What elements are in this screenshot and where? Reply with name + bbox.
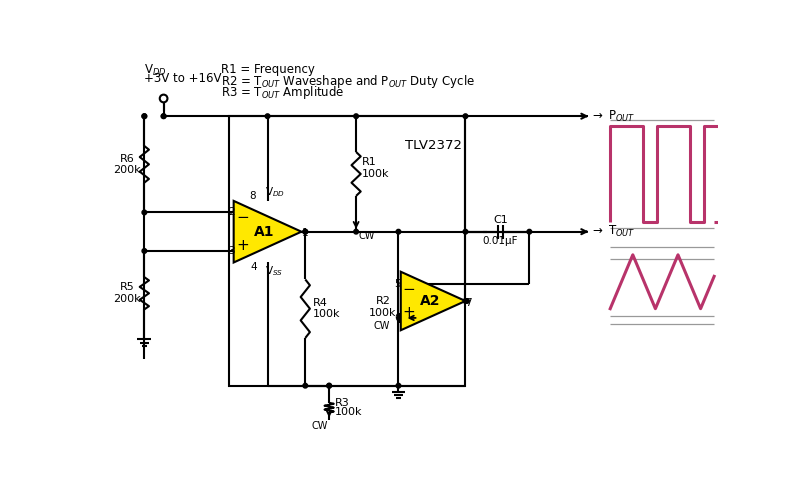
- Circle shape: [142, 114, 146, 118]
- Text: R3 = T$_{OUT}$ Amplitude: R3 = T$_{OUT}$ Amplitude: [222, 84, 345, 101]
- Text: R2 = T$_{OUT}$ Waveshape and P$_{OUT}$ Duty Cycle: R2 = T$_{OUT}$ Waveshape and P$_{OUT}$ D…: [222, 73, 475, 90]
- Circle shape: [327, 383, 331, 388]
- Text: $\rightarrow$ P$_{OUT}$: $\rightarrow$ P$_{OUT}$: [590, 109, 636, 124]
- Text: R1 = Frequency: R1 = Frequency: [222, 63, 315, 76]
- Text: R2
100k: R2 100k: [370, 297, 397, 318]
- Circle shape: [162, 114, 166, 118]
- Text: TLV2372: TLV2372: [405, 139, 462, 152]
- Text: 5: 5: [394, 279, 401, 289]
- Text: R6
200k: R6 200k: [114, 153, 142, 175]
- Circle shape: [160, 94, 167, 102]
- Text: $\rightarrow$ T$_{OUT}$: $\rightarrow$ T$_{OUT}$: [590, 224, 636, 239]
- Text: V$_{DD}$: V$_{DD}$: [266, 186, 286, 199]
- Text: +: +: [237, 238, 250, 253]
- Text: R1
100k: R1 100k: [362, 157, 390, 179]
- Text: V$_{SS}$: V$_{SS}$: [266, 264, 283, 278]
- Circle shape: [327, 383, 331, 388]
- Circle shape: [354, 229, 358, 234]
- Text: 4: 4: [251, 262, 258, 273]
- Circle shape: [303, 383, 307, 388]
- Polygon shape: [401, 272, 466, 330]
- Text: 2: 2: [229, 207, 235, 217]
- Circle shape: [142, 210, 146, 215]
- Circle shape: [142, 114, 146, 118]
- Bar: [229, 116, 466, 386]
- Circle shape: [527, 229, 532, 234]
- Text: C1: C1: [493, 215, 508, 225]
- Text: V$_{DD}$: V$_{DD}$: [144, 63, 166, 78]
- Text: CW: CW: [311, 421, 328, 431]
- Text: 3: 3: [229, 246, 235, 256]
- Polygon shape: [234, 201, 302, 262]
- Circle shape: [266, 114, 270, 118]
- Text: +: +: [402, 305, 415, 320]
- Text: −: −: [402, 282, 415, 297]
- Text: A1: A1: [254, 225, 274, 239]
- Text: +3V to +16V: +3V to +16V: [144, 72, 222, 85]
- Text: CW: CW: [374, 320, 390, 331]
- Text: R3: R3: [335, 397, 350, 408]
- Circle shape: [142, 249, 146, 253]
- Text: 0.01μF: 0.01μF: [482, 236, 518, 246]
- Circle shape: [303, 229, 307, 234]
- Text: 6: 6: [394, 313, 401, 323]
- Text: R4
100k: R4 100k: [313, 298, 341, 319]
- Circle shape: [354, 114, 358, 118]
- Circle shape: [396, 229, 401, 234]
- Text: 7: 7: [466, 298, 472, 307]
- Text: A2: A2: [420, 294, 440, 308]
- Circle shape: [162, 114, 166, 118]
- Circle shape: [463, 229, 468, 234]
- Circle shape: [465, 299, 470, 303]
- Circle shape: [463, 299, 468, 303]
- Text: 1: 1: [302, 228, 308, 238]
- Text: CW: CW: [358, 230, 374, 241]
- Text: −: −: [237, 210, 250, 225]
- Text: R5
200k: R5 200k: [114, 282, 142, 304]
- Circle shape: [303, 229, 307, 234]
- Text: 100k: 100k: [335, 407, 363, 417]
- Circle shape: [396, 383, 401, 388]
- Text: 8: 8: [250, 191, 256, 201]
- Circle shape: [463, 114, 468, 118]
